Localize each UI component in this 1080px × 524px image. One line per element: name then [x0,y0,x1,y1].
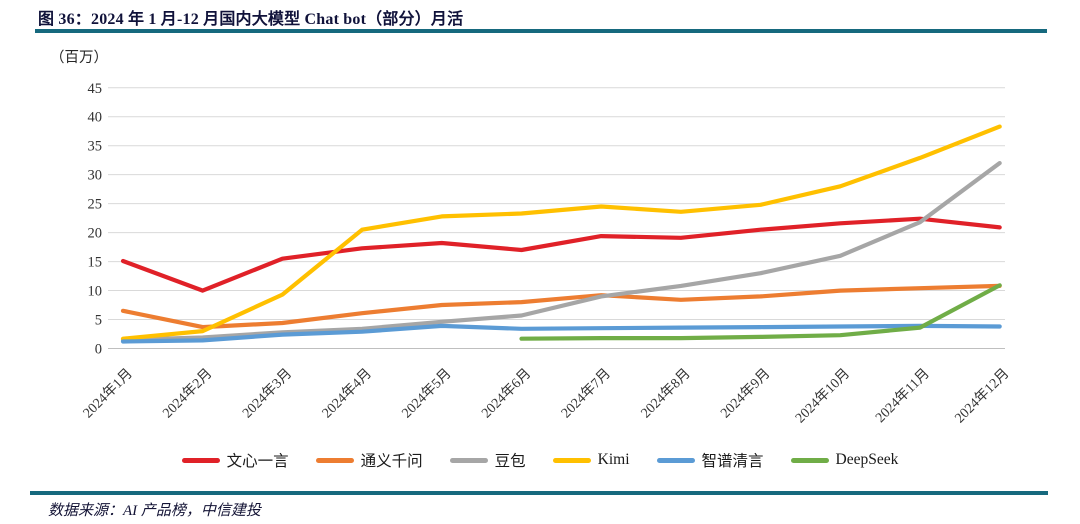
x-tick-label: 2024年4月 [319,366,375,422]
legend-swatch-icon [449,457,488,463]
legend-item-文心一言: 文心一言 [181,449,289,471]
series-line-豆包 [120,161,1002,342]
legend-item-通义千问: 通义千问 [315,449,423,471]
y-tick-label: 20 [88,226,103,242]
source-note: 数据来源：AI 产品榜，中信建投 [48,503,261,519]
x-tick-label: 2024年5月 [399,366,455,422]
y-tick-label: 35 [88,139,103,155]
y-tick-label: 40 [88,110,103,126]
series-line-Kimi [120,124,1002,341]
legend-swatch-icon [181,457,220,463]
x-tick-label: 2024年10月 [792,366,853,427]
legend-label: 通义千问 [360,453,423,470]
x-tick-label: 2024年1月 [80,366,136,422]
legend-swatch-icon [315,457,354,463]
title-divider [35,29,1047,33]
series-line-文心一言 [120,216,1002,293]
legend-item-Kimi: Kimi [552,451,630,469]
legend-item-豆包: 豆包 [449,449,526,471]
footer-divider [30,491,1048,495]
y-axis-unit-label: （百万） [50,50,108,66]
y-tick-label: 10 [88,284,103,300]
x-tick-label: 2024年3月 [239,366,295,422]
y-tick-label: 25 [88,197,103,213]
legend-swatch-icon [656,457,695,463]
series-line-DeepSeek [519,283,1002,341]
legend-label: Kimi [597,451,630,468]
x-tick-label: 2024年12月 [952,366,1013,427]
y-tick-label: 0 [95,342,102,358]
legend-item-智谱清言: 智谱清言 [656,449,764,471]
legend-label: 智谱清言 [701,453,764,470]
x-tick-label: 2024年8月 [638,366,694,422]
y-tick-label: 30 [88,168,103,184]
legend-label: DeepSeek [835,451,899,468]
x-tick-label: 2024年7月 [558,366,614,422]
y-tick-label: 45 [88,81,103,97]
x-tick-label: 2024年6月 [478,366,534,422]
series-line-智谱清言 [120,323,1002,344]
legend-item-DeepSeek: DeepSeek [790,451,899,469]
legend-label: 豆包 [494,453,526,470]
page-title: 图 36：2024 年 1 月-12 月国内大模型 Chat bot（部分）月活 [38,11,464,28]
x-tick-label: 2024年9月 [718,366,774,422]
y-tick-label: 5 [95,313,102,329]
series-line-通义千问 [120,283,1002,330]
legend-swatch-icon [552,457,591,463]
legend-label: 文心一言 [226,453,289,470]
chart-legend: 文心一言 通义千问 豆包 Kimi 智谱清言 DeepSeek [0,449,1080,471]
x-tick-label: 2024年2月 [160,366,216,422]
y-tick-label: 15 [88,255,103,271]
legend-swatch-icon [790,457,829,463]
x-tick-label: 2024年11月 [872,366,932,426]
